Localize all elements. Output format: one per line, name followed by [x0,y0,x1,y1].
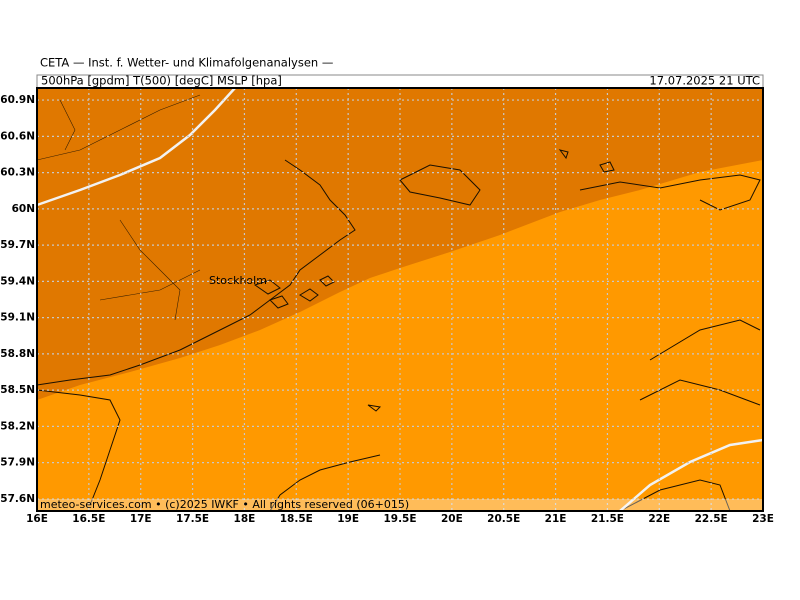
lat-tick-label: 58.5N [0,384,35,396]
lon-tick-label: 23E [752,513,774,525]
lat-tick-label: 60.9N [0,94,35,106]
map-area: Stockholm meteo-services.com • (c)2025 I… [36,87,764,512]
lat-tick-label: 60.3N [0,167,35,179]
lat-tick-label: 60N [12,203,35,215]
lon-tick-label: 20E [441,513,463,525]
footer: meteo-services.com • (c)2025 IWKF • All … [40,498,409,511]
map-frame [36,87,764,512]
institute: CETA — Inst. f. Wetter- und Klimafolgena… [40,56,333,70]
lat-tick-label: 57.6N [0,493,35,505]
lon-tick-label: 22E [648,513,670,525]
lon-tick-label: 16.5E [72,513,105,525]
lon-tick-label: 21E [545,513,567,525]
lon-tick-label: 21.5E [591,513,624,525]
city-label: Stockholm [209,274,267,287]
lon-tick-label: 19.5E [383,513,416,525]
lat-tick-label: 58.2N [0,420,35,432]
lat-tick-label: 58.8N [0,348,35,360]
lon-tick-label: 19E [337,513,359,525]
lat-tick-label: 57.9N [0,457,35,469]
fields: 500hPa [gpdm] T(500) [degC] MSLP [hpa] [41,74,282,88]
lon-tick-label: 22.5E [695,513,728,525]
lat-tick-label: 59.1N [0,312,35,324]
lon-tick-label: 18.5E [280,513,313,525]
footer-bar [37,499,763,511]
lat-tick-label: 60.6N [0,130,35,142]
lon-tick-label: 18E [234,513,256,525]
lon-tick-label: 16E [26,513,48,525]
lat-tick-label: 59.7N [0,239,35,251]
lon-tick-label: 20.5E [487,513,520,525]
isotherm [619,438,764,512]
isotherm [36,87,236,207]
lat-tick-label: 59.4N [0,275,35,287]
lon-tick-label: 17.5E [176,513,209,525]
lon-tick-label: 17E [130,513,152,525]
valid-time: 17.07.2025 21 UTC [649,74,760,88]
